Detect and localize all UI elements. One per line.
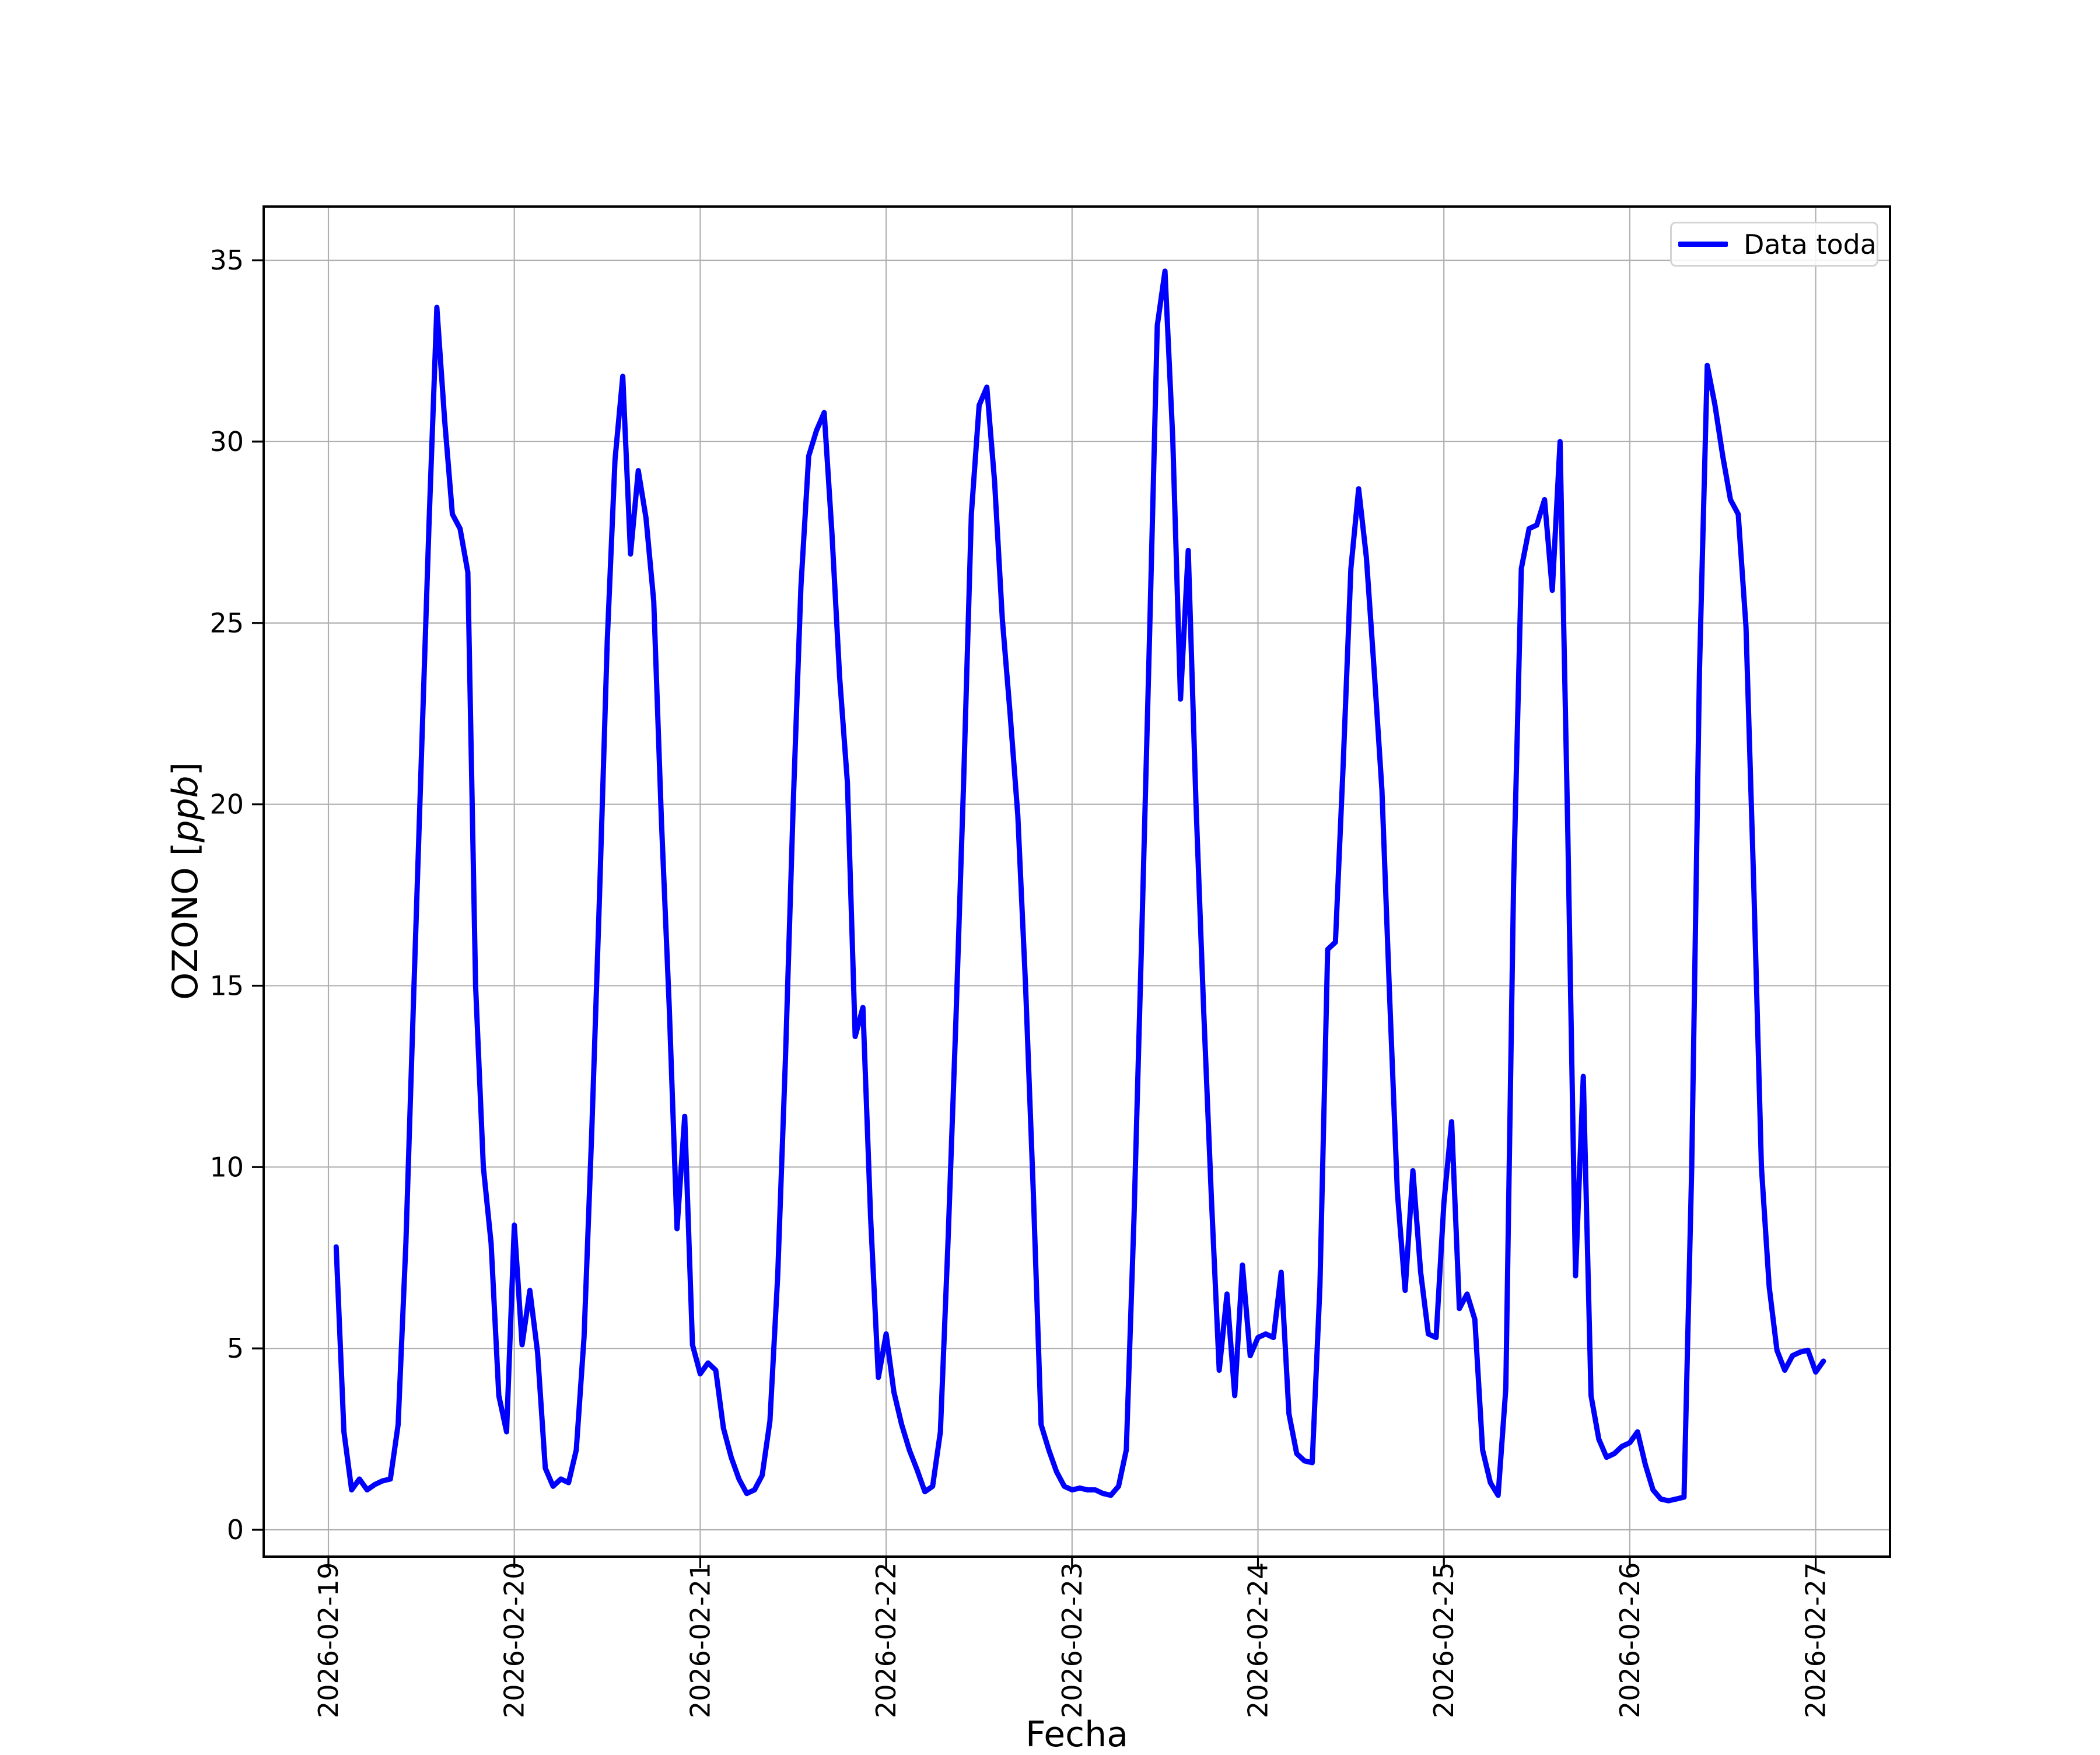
x-tick-label: 2026-02-24 <box>1242 1562 1274 1718</box>
x-tick-label: 2026-02-27 <box>1800 1562 1832 1718</box>
x-axis-title: Fecha <box>1026 1714 1128 1755</box>
y-axis-title-prefix: OZONO [ <box>165 842 206 1000</box>
x-tick-label: 2026-02-21 <box>684 1562 716 1718</box>
x-tick-label: 2026-02-23 <box>1056 1562 1088 1718</box>
x-tick-label: 2026-02-26 <box>1614 1562 1646 1718</box>
y-tick-label: 10 <box>209 1151 244 1183</box>
y-axis-title: OZONO [ppb] <box>164 735 207 1027</box>
y-tick-label: 20 <box>209 789 244 820</box>
y-axis-title-math: ppb <box>165 775 206 842</box>
x-tick-label: 2026-02-22 <box>870 1562 902 1718</box>
y-tick-label: 15 <box>209 970 244 1001</box>
legend-line-sample <box>1678 242 1728 247</box>
x-tick-label: 2026-02-19 <box>313 1562 344 1718</box>
legend-label: Data toda <box>1743 228 1877 260</box>
y-tick-label: 25 <box>209 607 244 639</box>
y-axis-title-suffix: ] <box>165 762 206 776</box>
x-tick-label: 2026-02-25 <box>1428 1562 1460 1718</box>
data-line-series <box>333 268 1826 1504</box>
axis-ticks <box>252 259 1817 1568</box>
axes-frame <box>262 205 1891 1558</box>
legend: Data toda <box>1670 222 1878 267</box>
y-tick-label: 30 <box>209 426 244 457</box>
x-tick-label: 2026-02-20 <box>499 1562 530 1718</box>
y-tick-label: 0 <box>227 1514 244 1546</box>
y-tick-label: 5 <box>227 1333 244 1364</box>
y-tick-label: 35 <box>209 244 244 276</box>
tick-labels: 2026-02-19 2026-02-20 2026-02-21 2026-02-22… <box>209 244 1831 1718</box>
